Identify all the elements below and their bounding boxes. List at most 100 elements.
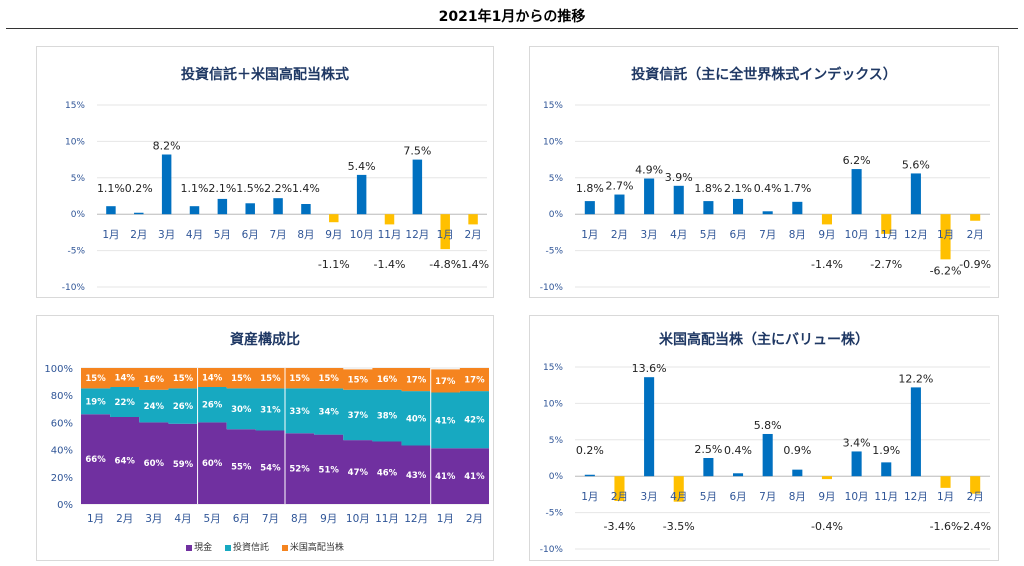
y-tick-label: 60% bbox=[51, 418, 73, 429]
x-tick-label: 11月 bbox=[378, 229, 402, 241]
chart-legend: 現金 投資信託 米国高配当株 bbox=[37, 540, 493, 553]
data-label: 41% bbox=[464, 472, 485, 482]
bar bbox=[792, 469, 803, 477]
data-label: -4.8% bbox=[429, 258, 461, 271]
bar bbox=[703, 201, 714, 215]
bar bbox=[673, 185, 684, 215]
chart-panel-asset-allocation: 資産構成比 100% 80% 60% 40% 20% 0% 66% 64% 60% 59% 60% 5… bbox=[36, 315, 494, 561]
data-label: 1.8% bbox=[576, 182, 604, 195]
x-tick-label: 3月 bbox=[641, 229, 658, 241]
data-label: 1.8% bbox=[694, 182, 722, 195]
data-label: 43% bbox=[406, 471, 427, 481]
data-label: 55% bbox=[231, 463, 252, 473]
x-tick-label: 9月 bbox=[818, 229, 835, 241]
x-tick-label: 11月 bbox=[375, 513, 399, 525]
y-tick-label: -10% bbox=[62, 283, 86, 293]
bar bbox=[644, 178, 655, 215]
data-label: 1.9% bbox=[872, 444, 900, 457]
x-tick-label: 2月 bbox=[466, 513, 483, 525]
data-label: 15% bbox=[319, 374, 340, 384]
data-label: 52% bbox=[289, 465, 310, 475]
bar bbox=[440, 214, 450, 250]
bar bbox=[134, 212, 144, 215]
data-label: 2.1% bbox=[724, 182, 752, 195]
data-label: -1.1% bbox=[318, 258, 350, 271]
x-tick-label: 12月 bbox=[904, 229, 928, 241]
bar bbox=[412, 159, 423, 215]
data-label: 0.2% bbox=[576, 444, 604, 457]
x-tick-label: 12月 bbox=[904, 491, 928, 503]
data-label: -1.6% bbox=[930, 520, 962, 533]
x-tick-label: 1月 bbox=[581, 491, 598, 503]
x-tick-label: 9月 bbox=[320, 513, 337, 525]
x-tick-label: 9月 bbox=[325, 229, 342, 241]
x-tick-label: 5月 bbox=[700, 229, 717, 241]
y-tick-label: 0% bbox=[549, 472, 564, 482]
bar bbox=[614, 476, 625, 501]
bar bbox=[910, 173, 921, 215]
x-tick-label: 1月 bbox=[437, 513, 454, 525]
bar bbox=[356, 174, 367, 215]
data-label: 40% bbox=[406, 414, 427, 424]
bar bbox=[644, 377, 655, 477]
bar bbox=[940, 214, 951, 260]
chart-title: 資産構成比 bbox=[230, 332, 300, 348]
data-label: 26% bbox=[202, 401, 223, 411]
data-label: 1.1% bbox=[97, 182, 125, 195]
bar bbox=[106, 206, 116, 215]
y-tick-label: -10% bbox=[540, 545, 564, 555]
x-tick-label: 12月 bbox=[405, 229, 429, 241]
data-label: 0.9% bbox=[783, 444, 811, 457]
data-label: 15% bbox=[173, 374, 194, 384]
data-label: 41% bbox=[435, 416, 456, 426]
bar bbox=[703, 458, 714, 477]
data-label: 6.2% bbox=[843, 154, 871, 167]
y-tick-label: 40% bbox=[51, 446, 73, 457]
legend-item-us-stock: 米国高配当株 bbox=[281, 543, 344, 553]
data-label: 42% bbox=[464, 416, 485, 426]
title-divider bbox=[6, 28, 1018, 29]
x-tick-label: 2月 bbox=[967, 229, 984, 241]
bar bbox=[584, 474, 595, 477]
bar bbox=[273, 198, 283, 215]
x-tick-label: 5月 bbox=[214, 229, 231, 241]
chart-panel-fund-returns: 投資信託（主に全世界株式インデックス） 15% 10% 5% 0% -5% -10% 1月 1… bbox=[529, 46, 999, 298]
bar bbox=[673, 476, 684, 502]
y-tick-label: 100% bbox=[44, 364, 73, 375]
data-label: -6.2% bbox=[930, 264, 962, 277]
x-tick-label: 2月 bbox=[611, 491, 628, 503]
data-label: 64% bbox=[115, 456, 136, 466]
bar bbox=[851, 169, 862, 215]
data-label: 66% bbox=[85, 455, 106, 465]
bar bbox=[851, 451, 862, 477]
y-tick-label: -5% bbox=[67, 247, 85, 257]
x-tick-label: 7月 bbox=[262, 513, 279, 525]
data-label: 47% bbox=[348, 468, 369, 478]
legend-item-cash: 現金 bbox=[186, 543, 212, 553]
bar bbox=[762, 433, 773, 477]
data-label: 7.5% bbox=[403, 145, 431, 158]
bar bbox=[468, 214, 478, 225]
data-label: 5.6% bbox=[902, 158, 930, 171]
y-tick-label: -5% bbox=[545, 509, 563, 519]
x-tick-label: 2月 bbox=[611, 229, 628, 241]
data-label: -3.5% bbox=[663, 520, 695, 533]
data-label: -1.4% bbox=[457, 258, 489, 271]
returns-bar-chart: 15% 10% 5% 0% -5% -10% 1月 1.1% 2月 0.2% 3月 8.2% 4月 1.1… bbox=[62, 101, 489, 293]
data-label: 30% bbox=[231, 405, 252, 415]
data-label: 60% bbox=[144, 459, 165, 469]
data-label: 1.1% bbox=[181, 182, 209, 195]
x-tick-label: 6月 bbox=[729, 229, 746, 241]
y-tick-label: 15% bbox=[543, 363, 563, 373]
bar bbox=[384, 214, 395, 225]
y-tick-label: 5% bbox=[549, 436, 564, 446]
data-label: 15% bbox=[85, 374, 106, 384]
x-tick-label: 10月 bbox=[350, 229, 374, 241]
x-tick-label: 1月 bbox=[437, 229, 454, 241]
data-label: 54% bbox=[260, 463, 281, 473]
y-tick-label: 0% bbox=[71, 210, 86, 220]
y-tick-label: -5% bbox=[545, 247, 563, 257]
x-tick-label: 5月 bbox=[700, 491, 717, 503]
data-label: 19% bbox=[85, 397, 106, 407]
data-label: 13.6% bbox=[632, 362, 667, 375]
